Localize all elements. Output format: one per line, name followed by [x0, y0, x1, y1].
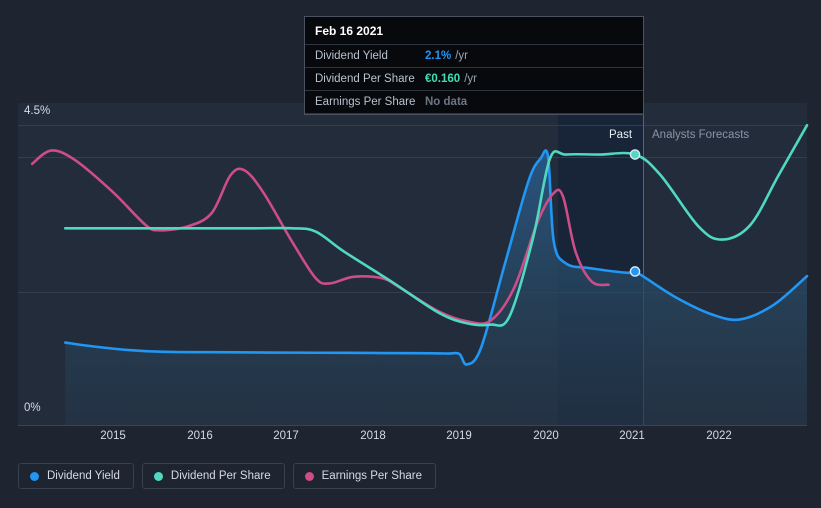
tooltip-row-dividend-per-share: Dividend Per Share €0.160 /yr: [305, 67, 643, 90]
past-band-label: Past: [609, 129, 633, 141]
tooltip-label-dividend-yield: Dividend Yield: [315, 50, 388, 62]
tooltip-label-earnings-per-share: Earnings Per Share: [315, 96, 416, 108]
gridline: [18, 292, 807, 293]
tooltip-unit-dividend-yield: /yr: [455, 50, 468, 62]
x-axis-label-2019: 2019: [446, 430, 472, 442]
legend-item-dividend-yield[interactable]: Dividend Yield: [18, 463, 134, 489]
x-axis-label-2018: 2018: [360, 430, 386, 442]
past-period-band: [558, 103, 643, 425]
gridline: [18, 125, 807, 126]
gridline: [18, 157, 807, 158]
forecast-divider-line: [643, 103, 644, 425]
legend-item-earnings-per-share[interactable]: Earnings Per Share: [292, 463, 436, 489]
tooltip-value-dividend-yield: 2.1%: [425, 50, 452, 62]
legend-dot-dividend-yield: [30, 471, 39, 481]
legend-item-dividend-per-share[interactable]: Dividend Per Share: [141, 463, 285, 489]
legend-dot-dividend-per-share: [153, 471, 163, 481]
legend: Dividend Yield Dividend Per Share Earnin…: [18, 463, 436, 489]
legend-label-dividend-yield: Dividend Yield: [47, 470, 120, 482]
plot-background: [18, 103, 807, 425]
tooltip-value-dividend-per-share: €0.160: [425, 73, 461, 85]
tooltip-row-earnings-per-share: Earnings Per Share No data: [305, 90, 643, 114]
tooltip-unit-dividend-per-share: /yr: [464, 73, 477, 85]
x-axis-label-2021: 2021: [619, 430, 645, 442]
x-axis-label-2022: 2022: [706, 430, 732, 442]
tooltip-label-dividend-per-share: Dividend Per Share: [315, 73, 415, 85]
y-axis-label-max: 4.5%: [24, 105, 51, 117]
legend-dot-earnings-per-share: [304, 471, 314, 481]
tooltip-date: Feb 16 2021: [315, 24, 384, 38]
y-axis-label-min: 0%: [24, 402, 41, 414]
x-axis-baseline: [18, 425, 807, 426]
forecast-band-label: Analysts Forecasts: [652, 129, 750, 141]
x-axis-label-2017: 2017: [273, 430, 299, 442]
tooltip-row-dividend-yield: Dividend Yield 2.1% /yr: [305, 44, 643, 67]
legend-label-earnings-per-share: Earnings Per Share: [321, 470, 422, 482]
data-tooltip: Feb 16 2021 Dividend Yield 2.1% /yr Divi…: [304, 16, 644, 115]
x-axis-label-2020: 2020: [533, 430, 559, 442]
tooltip-value-earnings-per-share: No data: [425, 96, 468, 108]
legend-label-dividend-per-share: Dividend Per Share: [170, 470, 271, 482]
x-axis-label-2016: 2016: [187, 430, 213, 442]
x-axis-label-2015: 2015: [100, 430, 126, 442]
